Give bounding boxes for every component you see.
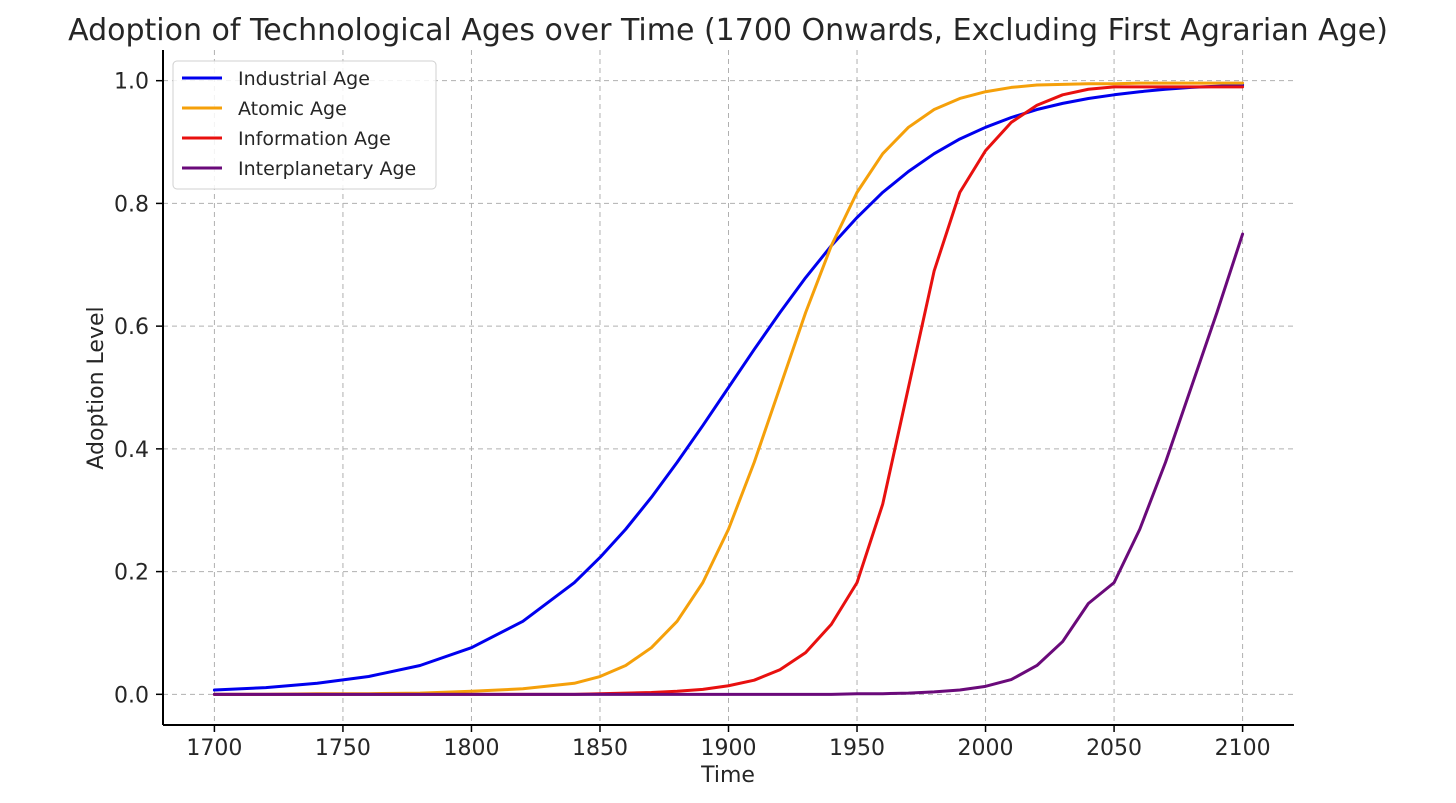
series-line-4 — [212, 232, 1245, 696]
legend-frame — [172, 60, 437, 190]
series-line-1 — [212, 83, 1245, 692]
legend-label: Atomic Age — [238, 98, 347, 120]
x-tick-label: 2000 — [958, 736, 1014, 761]
x-tick-label: 1800 — [443, 736, 499, 761]
x-tick-label: 2050 — [1086, 736, 1142, 761]
y-tick-label: 0.2 — [114, 561, 149, 586]
x-tick-label: 2100 — [1215, 736, 1271, 761]
y-tick-label: 0.8 — [114, 192, 149, 217]
legend: Industrial Age Atomic Age Information Age I… — [172, 60, 437, 190]
x-tick-label: 1700 — [186, 736, 242, 761]
y-tick-label: 0.4 — [114, 438, 149, 463]
legend-label: Interplanetary Age — [238, 158, 416, 180]
x-tick-label: 1900 — [701, 736, 757, 761]
series-lines — [212, 81, 1245, 696]
x-tick-label: 1850 — [572, 736, 628, 761]
series-line-2 — [212, 81, 1245, 696]
y-axis-label: Adoption Level — [84, 306, 109, 469]
y-tick-label: 1.0 — [114, 70, 149, 95]
y-ticks: 0.0 0.2 0.4 0.6 0.8 1.0 — [114, 70, 163, 708]
y-tick-label: 0.0 — [114, 683, 149, 708]
x-tick-label: 1950 — [829, 736, 885, 761]
x-axis-label: Time — [700, 763, 755, 788]
y-tick-label: 0.6 — [114, 315, 149, 340]
legend-label: Information Age — [238, 128, 391, 150]
legend-label: Industrial Age — [238, 68, 370, 90]
chart-title: Adoption of Technological Ages over Time… — [68, 13, 1388, 48]
x-ticks: 1700 1750 1800 1850 1900 1950 2000 2050 2100 — [186, 725, 1271, 761]
x-tick-label: 1750 — [315, 736, 371, 761]
